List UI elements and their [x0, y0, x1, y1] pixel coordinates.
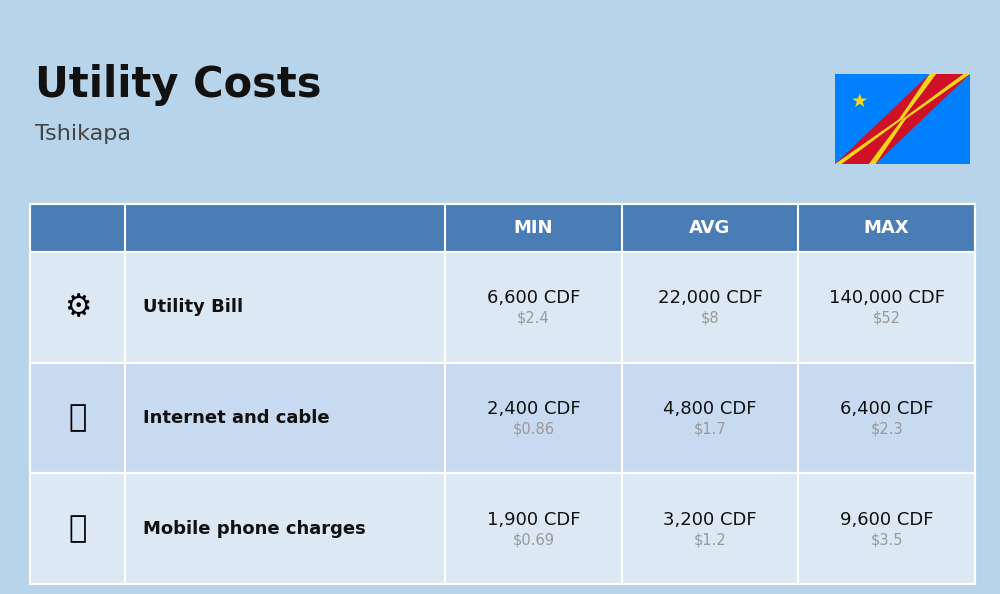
Text: Internet and cable: Internet and cable	[143, 409, 330, 427]
Text: $0.86: $0.86	[512, 422, 554, 437]
Text: 22,000 CDF: 22,000 CDF	[658, 289, 762, 307]
Text: $2.4: $2.4	[517, 311, 550, 326]
Text: MAX: MAX	[864, 219, 909, 237]
Text: 9,600 CDF: 9,600 CDF	[840, 511, 933, 529]
Text: 4,800 CDF: 4,800 CDF	[663, 400, 757, 418]
Text: $8: $8	[701, 311, 719, 326]
Text: Tshikapa: Tshikapa	[35, 124, 131, 144]
FancyBboxPatch shape	[30, 363, 975, 473]
Text: $52: $52	[873, 311, 901, 326]
Text: $3.5: $3.5	[870, 532, 903, 547]
FancyBboxPatch shape	[835, 74, 970, 164]
Text: $1.7: $1.7	[694, 422, 726, 437]
FancyBboxPatch shape	[30, 252, 975, 363]
Text: ⚙: ⚙	[64, 293, 91, 322]
Text: 📱: 📱	[68, 514, 87, 543]
Text: Utility Bill: Utility Bill	[143, 298, 243, 317]
FancyBboxPatch shape	[30, 473, 975, 584]
FancyBboxPatch shape	[30, 204, 975, 252]
Text: $0.69: $0.69	[512, 532, 554, 547]
Polygon shape	[835, 74, 970, 164]
Text: Utility Costs: Utility Costs	[35, 64, 322, 106]
Text: 6,400 CDF: 6,400 CDF	[840, 400, 933, 418]
Text: 1,900 CDF: 1,900 CDF	[487, 511, 580, 529]
Text: 3,200 CDF: 3,200 CDF	[663, 511, 757, 529]
Polygon shape	[869, 74, 936, 164]
Polygon shape	[842, 74, 963, 164]
Text: AVG: AVG	[689, 219, 731, 237]
Text: $2.3: $2.3	[870, 422, 903, 437]
Text: Mobile phone charges: Mobile phone charges	[143, 520, 366, 538]
Text: 140,000 CDF: 140,000 CDF	[829, 289, 945, 307]
Text: ★: ★	[851, 91, 868, 110]
Text: 📶: 📶	[68, 403, 87, 432]
Text: 2,400 CDF: 2,400 CDF	[487, 400, 580, 418]
Text: $1.2: $1.2	[694, 532, 726, 547]
Polygon shape	[835, 74, 970, 164]
Text: 6,600 CDF: 6,600 CDF	[487, 289, 580, 307]
Text: MIN: MIN	[514, 219, 553, 237]
